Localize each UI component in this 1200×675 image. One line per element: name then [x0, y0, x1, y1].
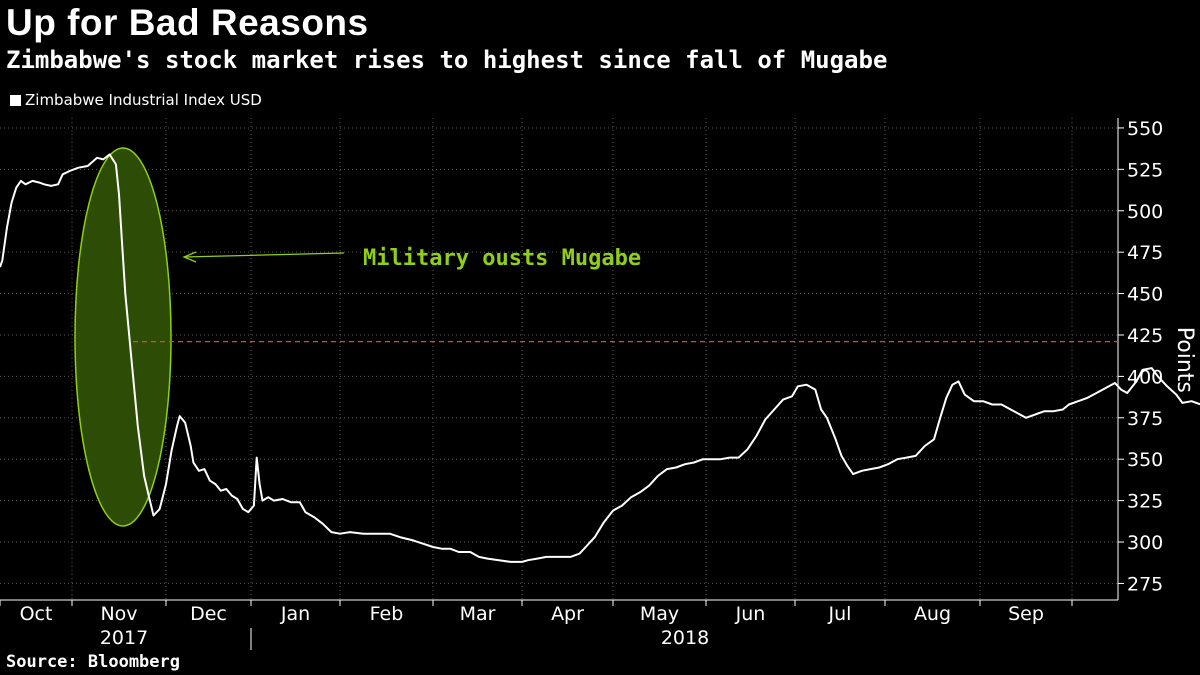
x-tick-label: Aug [914, 603, 951, 625]
series-layer [0, 153, 1200, 563]
x-tick-label: Jul [828, 603, 852, 625]
x-tick-label: Mar [460, 603, 496, 625]
annotation-arrow-head [182, 251, 197, 263]
x-tick-label: Oct [20, 603, 53, 625]
y-tick-label: 525 [1127, 159, 1163, 181]
x-tick-label: Apr [551, 603, 584, 625]
y-tick-label: 475 [1127, 242, 1163, 264]
y-tick-label: 275 [1127, 573, 1163, 595]
highlight-ellipse [74, 147, 172, 527]
x-tick-label: Jun [735, 603, 766, 625]
y-tick-label: 450 [1127, 284, 1163, 306]
x-tick-label: Nov [100, 603, 137, 625]
y-tick-label: 500 [1127, 201, 1163, 223]
y-tick-label: 300 [1127, 532, 1163, 554]
x-tick-label: Feb [370, 603, 404, 625]
series-line-zimbabwe-industrial [0, 153, 1200, 563]
year-label: 2017 [100, 627, 148, 649]
y-tick-label: 350 [1127, 449, 1163, 471]
y-tick-label: 425 [1127, 325, 1163, 347]
chart-subtitle: Zimbabwe's stock market rises to highest… [6, 46, 888, 74]
y-tick-label: 550 [1127, 118, 1163, 140]
chart-title: Up for Bad Reasons [6, 2, 369, 43]
legend-swatch [10, 94, 21, 106]
legend: Zimbabwe Industrial Index USD [10, 91, 262, 109]
annotation-text: Military ousts Mugabe [363, 246, 641, 271]
annotation-layer: Military ousts Mugabe [182, 246, 641, 271]
x-tick-label: Dec [190, 603, 227, 625]
x-axis: Oct Nov Dec Jan Feb Mar Apr May Jun Jul Aug Sep 2017… [0, 599, 1118, 650]
source-note: Source: Bloomberg [6, 652, 180, 672]
y-tick-label: 375 [1127, 408, 1163, 430]
year-label: 2018 [661, 627, 709, 649]
y-tick-label: 325 [1127, 491, 1163, 513]
highlight-layer [74, 147, 172, 527]
y-axis-label: Points [1172, 327, 1197, 393]
x-tick-label: Sep [1008, 603, 1044, 625]
grid [0, 118, 1118, 600]
legend-label: Zimbabwe Industrial Index USD [25, 91, 262, 109]
annotation-arrow-shaft [183, 252, 345, 258]
y-axis: 275300325350375400425450475500525550Poin… [1117, 118, 1197, 600]
x-tick-label: May [640, 603, 679, 625]
x-tick-label: Jan [280, 603, 310, 625]
